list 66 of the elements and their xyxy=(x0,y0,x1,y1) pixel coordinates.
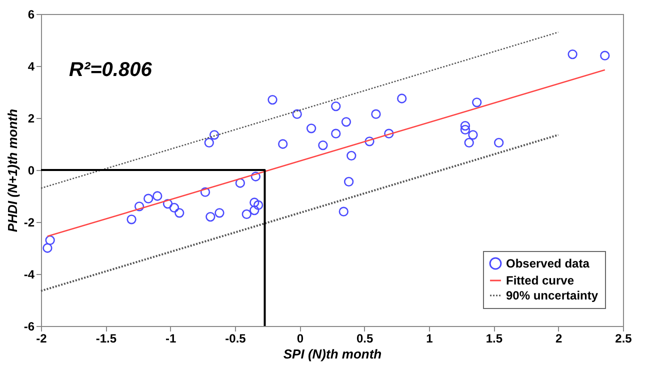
legend-label: Observed data xyxy=(506,256,590,270)
y-tick-label: 4 xyxy=(28,60,35,74)
x-tick-label: 2 xyxy=(555,332,562,346)
point xyxy=(364,136,374,146)
point xyxy=(468,130,478,140)
point xyxy=(384,128,394,138)
point xyxy=(344,176,354,187)
point xyxy=(341,117,352,127)
point xyxy=(169,202,180,213)
legend-label: Fitted curve xyxy=(506,274,574,288)
point xyxy=(214,208,224,218)
y-tick-label: 2 xyxy=(28,112,35,126)
point xyxy=(242,209,252,220)
x-axis-title: SPI (N)th month xyxy=(283,346,382,362)
point xyxy=(209,130,220,140)
point xyxy=(568,49,578,60)
x-tick-label: 1 xyxy=(426,332,434,346)
annotation: R²=0.806 xyxy=(69,59,153,81)
point xyxy=(200,187,210,197)
point xyxy=(600,50,610,60)
point xyxy=(292,109,302,119)
point xyxy=(397,94,407,104)
x-tick-label: 2.5 xyxy=(615,332,632,346)
point xyxy=(134,202,144,212)
legend-label: 90% uncertainty xyxy=(506,288,598,302)
point xyxy=(460,124,470,135)
point xyxy=(494,138,504,148)
point xyxy=(250,205,260,216)
point xyxy=(268,94,278,105)
point xyxy=(331,128,341,138)
y-tick-label: 0 xyxy=(28,164,35,178)
point xyxy=(204,138,214,148)
point xyxy=(306,124,316,134)
point xyxy=(45,235,55,246)
point xyxy=(235,178,246,188)
point xyxy=(126,214,136,224)
point xyxy=(250,198,260,208)
point xyxy=(331,101,341,112)
point xyxy=(460,120,470,131)
point xyxy=(152,191,162,201)
point xyxy=(278,139,288,149)
x-tick-label: 0.5 xyxy=(356,332,374,346)
x-tick-label: -1.5 xyxy=(96,332,117,346)
y-tick-label: -6 xyxy=(24,320,35,334)
point xyxy=(42,243,52,253)
y-tick-label: -2 xyxy=(24,216,35,230)
y-tick-label: 6 xyxy=(28,8,35,22)
point xyxy=(206,212,216,222)
y-tick-label: -4 xyxy=(24,268,35,282)
point xyxy=(371,109,381,119)
y-axis-title: PHDI (N+1)th month xyxy=(4,108,20,232)
point xyxy=(318,140,328,150)
point xyxy=(250,172,261,182)
x-tick-label: -0.5 xyxy=(225,332,246,346)
x-tick-label: 1.5 xyxy=(486,332,503,346)
point xyxy=(472,98,482,108)
x-tick-label: 0 xyxy=(296,332,304,346)
x-tick-label: -1 xyxy=(165,332,176,346)
point xyxy=(144,194,154,204)
x-tick-label: -2 xyxy=(36,332,48,346)
point xyxy=(162,198,173,209)
point xyxy=(338,206,348,216)
point xyxy=(253,200,264,210)
point xyxy=(346,150,356,161)
point xyxy=(464,138,474,148)
point xyxy=(174,208,184,218)
